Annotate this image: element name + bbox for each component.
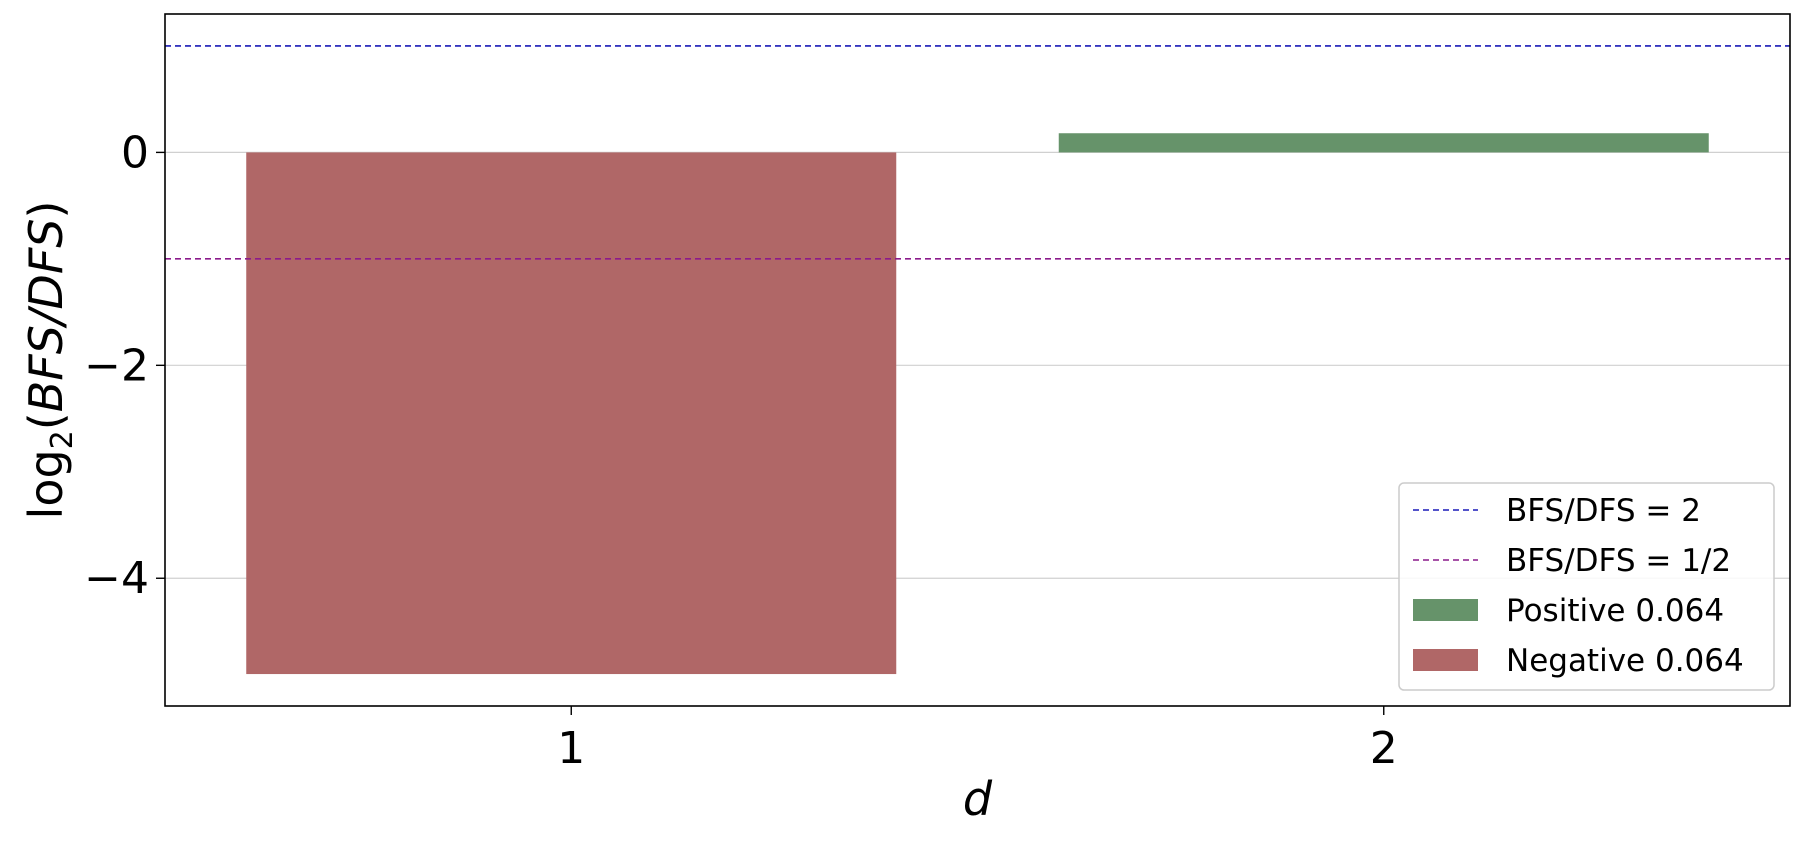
bar [246, 152, 897, 675]
y-axis-label: log2(BFS/DFS) [19, 201, 80, 520]
plot-frame [164, 13, 1791, 707]
y-ticks: 0 −2 −4 [84, 127, 165, 604]
y-axis-label-open: ( [19, 412, 73, 430]
legend-patch-swatch [1413, 649, 1478, 671]
bars [246, 133, 1709, 675]
y-axis-label-subscript: 2 [45, 430, 80, 449]
reference-lines [165, 45, 1790, 260]
legend-label: Positive 0.064 [1506, 593, 1724, 629]
x-tick-label: 1 [557, 723, 585, 774]
y-tick-label: −2 [84, 340, 149, 391]
legend-label: Negative 0.064 [1506, 643, 1744, 679]
x-tick-label: 2 [1370, 723, 1398, 774]
legend-box [1398, 482, 1775, 691]
y-tick-label: −4 [84, 553, 149, 604]
y-tick-label: 0 [121, 127, 149, 178]
y-axis-label-log: log [19, 449, 73, 519]
y-axis-label-close: ) [19, 201, 73, 219]
legend-label: BFS/DFS = 1/2 [1506, 543, 1731, 579]
bar [1058, 133, 1709, 153]
y-axis-label-ratio: BFS/DFS [19, 218, 73, 412]
x-axis-label: d [963, 772, 993, 826]
legend: BFS/DFS = 2 BFS/DFS = 1/2 Positive 0.064 Ne… [1398, 482, 1775, 691]
legend-label: BFS/DFS = 2 [1506, 493, 1701, 529]
legend-patch-swatch [1413, 599, 1478, 621]
